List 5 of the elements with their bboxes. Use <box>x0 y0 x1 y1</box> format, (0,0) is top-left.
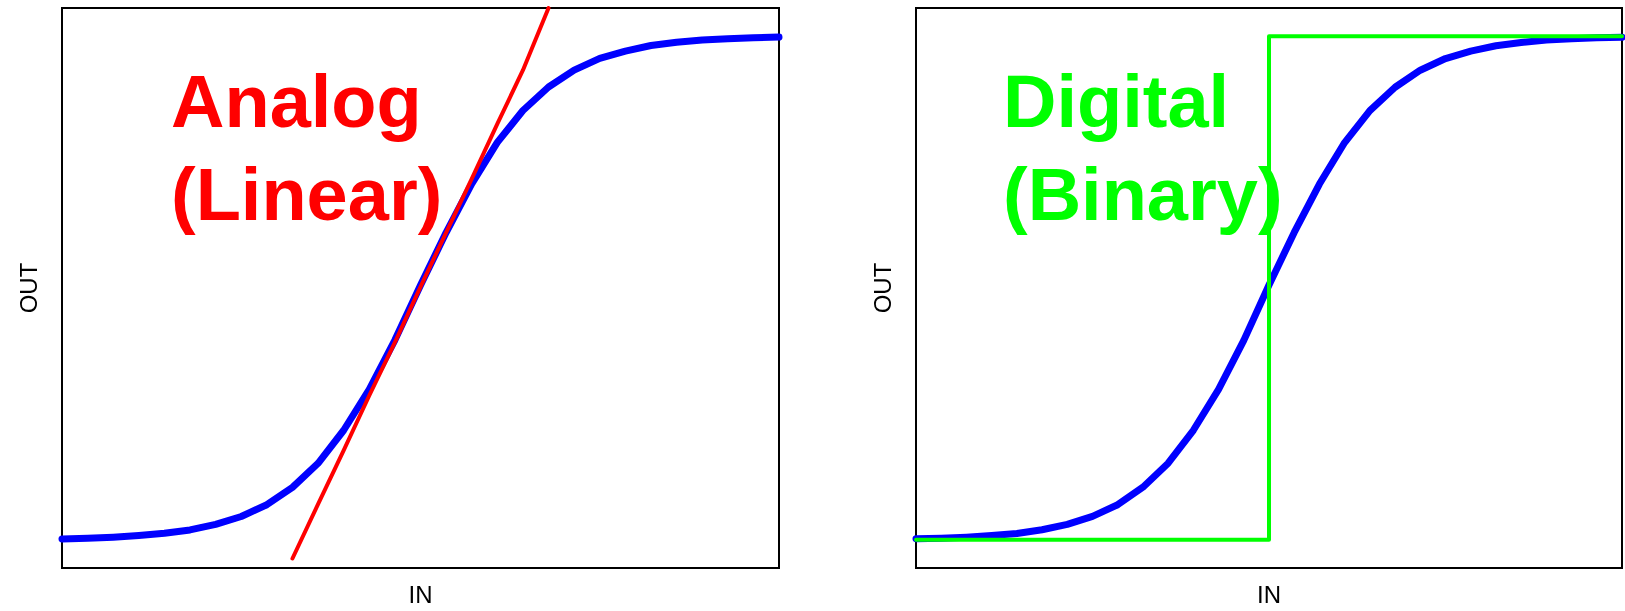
series-label: Analog (Linear) <box>171 60 443 236</box>
y-axis-title: OUT <box>14 262 42 314</box>
x-axis-title: IN <box>1257 580 1281 608</box>
x-axis-title: IN <box>408 580 433 608</box>
y-axis-title: OUT <box>868 262 896 314</box>
